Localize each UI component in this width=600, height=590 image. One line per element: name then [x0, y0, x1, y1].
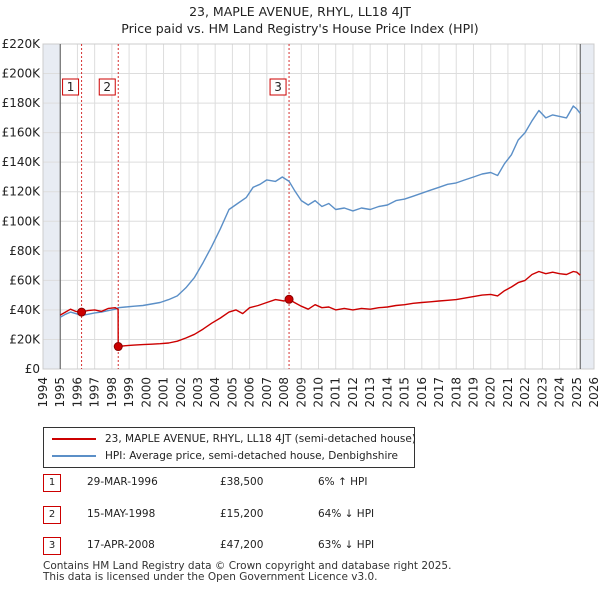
x-tick-label: 1995: [53, 377, 67, 408]
x-tick-label: 2025: [570, 377, 584, 408]
legend-swatch-hpi: [52, 455, 96, 457]
sale-price: £38,500: [220, 476, 264, 488]
sale-label-box: [62, 78, 80, 96]
sale-hpi-diff: 63% ↓ HPI: [318, 539, 375, 551]
x-tick-label: 1999: [122, 377, 136, 408]
y-tick-label: £220K: [2, 37, 42, 51]
x-tick-label: 2015: [398, 377, 412, 408]
y-tick-label: £100K: [2, 214, 42, 228]
sale-date: 29-MAR-1996: [87, 476, 158, 488]
x-tick-label: 2006: [243, 377, 257, 408]
x-tick-label: 2022: [518, 377, 532, 408]
x-tick-label: 2019: [466, 377, 480, 408]
sale-label-box: [98, 78, 116, 96]
title-line-1: 23, MAPLE AVENUE, RHYL, LL18 4JT: [189, 4, 411, 19]
footer-copyright: Contains HM Land Registry data © Crown c…: [43, 560, 452, 572]
sale-hpi-diff: 6% ↑ HPI: [318, 476, 368, 488]
plot-frame: [42, 43, 595, 370]
series-line-hpi: [59, 105, 581, 318]
sale-date: 17-APR-2008: [87, 539, 155, 551]
y-tick-label: £60K: [9, 273, 41, 287]
x-tick-label: 1996: [70, 377, 84, 408]
legend-swatch-property: [52, 438, 96, 440]
price-chart: £0 £20K £40K £60K £80K £100K £120K £140K £160K £1…: [2, 37, 600, 408]
x-tick-label: 2012: [346, 377, 360, 408]
legend-item-property: 23, MAPLE AVENUE, RHYL, LL18 4JT (semi-d…: [52, 431, 416, 447]
footer-licence: This data is licensed under the Open Gov…: [43, 571, 378, 583]
sale-badge: 1: [43, 474, 61, 492]
x-tick-label: 2007: [260, 377, 274, 408]
y-tick-label: £80K: [9, 244, 41, 258]
x-tick-label: 2018: [449, 377, 463, 408]
sale-label-number: 1: [67, 80, 75, 94]
x-tick-label: 2016: [415, 377, 429, 408]
sale-point: [284, 294, 294, 304]
x-tick-label: 2003: [191, 377, 205, 408]
sale-point: [77, 307, 87, 317]
y-tick-label: £200K: [2, 67, 42, 81]
sale-badge: 2: [43, 506, 61, 524]
legend-item-hpi: HPI: Average price, semi-detached house,…: [52, 448, 398, 464]
y-tick-label: £180K: [2, 96, 42, 110]
sale-row: 2 15-MAY-1998 £15,200 64% ↓ HPI: [43, 506, 443, 524]
footer: Contains HM Land Registry data © Crown c…: [43, 561, 451, 583]
x-tick-label: 2021: [501, 377, 515, 408]
shaded-region: [580, 44, 594, 369]
x-tick-label: 2020: [484, 377, 498, 408]
title-line-2: Price paid vs. HM Land Registry's House …: [121, 21, 479, 36]
legend: 23, MAPLE AVENUE, RHYL, LL18 4JT (semi-d…: [43, 427, 416, 468]
x-tick-label: 2014: [380, 377, 394, 408]
y-tick-label: £160K: [2, 126, 42, 140]
sale-badge: 3: [43, 537, 61, 555]
sale-row: 3 17-APR-2008 £47,200 63% ↓ HPI: [43, 537, 443, 555]
shaded-region: [43, 44, 61, 369]
y-tick-label: £0: [25, 362, 40, 376]
sale-hpi-diff: 64% ↓ HPI: [318, 508, 375, 520]
x-tick-label: 2002: [174, 377, 188, 408]
x-tick-label: 2026: [587, 377, 600, 408]
x-tick-label: 2013: [363, 377, 377, 408]
x-tick-label: 1994: [36, 377, 50, 408]
x-tick-label: 2023: [535, 377, 549, 408]
x-tick-label: 1997: [88, 377, 102, 408]
y-tick-label: £120K: [2, 185, 42, 199]
legend-label-hpi: HPI: Average price, semi-detached house,…: [105, 450, 398, 462]
sale-point: [113, 342, 123, 352]
sale-row: 1 29-MAR-1996 £38,500 6% ↑ HPI: [43, 474, 443, 492]
x-tick-label: 2001: [157, 377, 171, 408]
x-tick-label: 1998: [105, 377, 119, 408]
legend-label-property: 23, MAPLE AVENUE, RHYL, LL18 4JT (semi-d…: [105, 433, 416, 445]
sale-label-number: 2: [103, 80, 111, 94]
x-tick-label: 2008: [277, 377, 291, 408]
x-tick-label: 2024: [553, 377, 567, 408]
x-tick-label: 2005: [225, 377, 239, 408]
sale-label-number: 3: [274, 80, 282, 94]
x-tick-label: 2011: [329, 377, 343, 408]
series-line-property: [59, 270, 581, 348]
x-tick-label: 2004: [208, 377, 222, 408]
x-tick-label: 2000: [139, 377, 153, 408]
sale-date: 15-MAY-1998: [87, 508, 156, 520]
sale-label-box: [269, 78, 287, 96]
x-tick-label: 2010: [312, 377, 326, 408]
y-tick-label: £140K: [2, 155, 42, 169]
chart-title: 23, MAPLE AVENUE, RHYL, LL18 4JT Price p…: [0, 3, 600, 37]
x-tick-label: 2009: [294, 377, 308, 408]
sale-price: £15,200: [220, 508, 264, 520]
y-tick-label: £40K: [9, 303, 41, 317]
sale-price: £47,200: [220, 539, 264, 551]
x-tick-label: 2017: [432, 377, 446, 408]
y-tick-label: £20K: [9, 332, 41, 346]
